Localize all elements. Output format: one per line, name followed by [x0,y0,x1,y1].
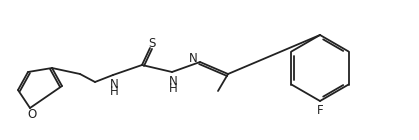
Text: N: N [189,52,197,65]
Text: H: H [168,81,177,94]
Text: N: N [168,74,177,88]
Text: F: F [317,104,323,117]
Text: H: H [110,85,119,97]
Text: O: O [27,108,36,122]
Text: N: N [110,78,119,90]
Text: S: S [148,37,156,50]
